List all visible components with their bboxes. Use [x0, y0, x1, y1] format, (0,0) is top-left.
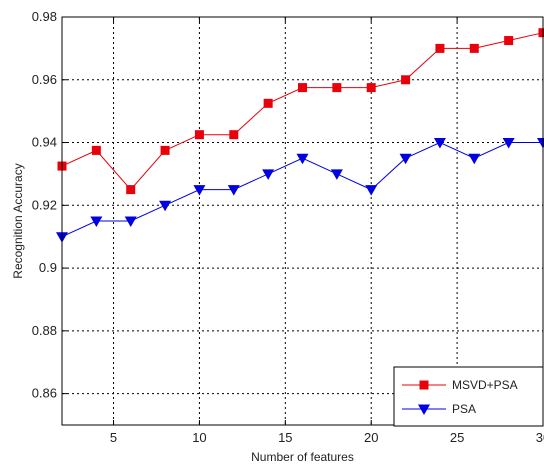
legend-label-psa: PSA — [452, 402, 476, 416]
data-point-msvd-psa — [366, 83, 376, 93]
data-point-psa — [365, 185, 378, 196]
data-point-msvd-psa — [194, 130, 204, 140]
data-point-msvd-psa — [435, 43, 445, 53]
data-point-psa — [502, 138, 515, 149]
y-tick-label: 0.98 — [32, 9, 57, 24]
data-point-msvd-psa — [91, 145, 101, 155]
plot-frame — [61, 16, 544, 426]
series-layer — [56, 28, 544, 243]
data-point-msvd-psa — [160, 145, 170, 155]
data-point-msvd-psa — [538, 28, 544, 38]
data-point-psa — [330, 169, 343, 180]
data-point-psa — [433, 138, 446, 149]
x-tick-label: 20 — [364, 430, 378, 445]
legend-box — [393, 366, 544, 427]
data-point-psa — [227, 185, 240, 196]
data-point-msvd-psa — [229, 130, 239, 140]
x-axis-label: Number of features — [251, 450, 354, 464]
y-axis-label: Recognition Accuracy — [11, 163, 25, 278]
data-point-msvd-psa — [126, 185, 136, 195]
x-tick-label: 15 — [278, 430, 292, 445]
x-tick-label: 5 — [110, 430, 117, 445]
legend-marker-msvd-psa — [419, 380, 429, 390]
data-point-psa — [193, 185, 206, 196]
data-point-msvd-psa — [504, 36, 514, 46]
y-tick-label: 0.94 — [32, 135, 57, 150]
y-tick-label: 0.86 — [32, 386, 57, 401]
x-tick-label: 30 — [536, 430, 544, 445]
y-tick-label: 0.92 — [32, 197, 57, 212]
data-point-psa — [399, 153, 412, 165]
data-point-msvd-psa — [401, 75, 411, 85]
y-tick-label: 0.96 — [32, 72, 57, 87]
data-point-psa — [90, 216, 103, 227]
data-point-psa — [124, 216, 137, 227]
axis-ticks: 5 10 15 20 25 30 0.86 0.88 0.9 0.92 0.94 0.96 0.98 — [32, 9, 544, 445]
data-point-psa — [262, 169, 275, 180]
legend: MSVD+PSA PSA — [393, 366, 544, 427]
data-point-msvd-psa — [263, 98, 273, 108]
y-tick-label: 0.88 — [32, 323, 57, 338]
data-point-msvd-psa — [298, 83, 307, 93]
x-tick-label: 25 — [450, 430, 464, 445]
legend-label-msvd-psa: MSVD+PSA — [452, 378, 518, 392]
y-tick-label: 0.9 — [39, 260, 57, 275]
series-line-msvd-psa — [61, 32, 544, 191]
data-point-psa — [296, 153, 309, 165]
grid — [62, 16, 544, 425]
x-tick-label: 10 — [192, 430, 206, 445]
data-point-psa — [159, 200, 172, 212]
data-point-msvd-psa — [332, 83, 342, 93]
data-point-psa — [537, 138, 544, 149]
data-point-msvd-psa — [469, 43, 479, 53]
legend-marker-psa — [418, 404, 430, 415]
data-point-psa — [468, 153, 481, 165]
